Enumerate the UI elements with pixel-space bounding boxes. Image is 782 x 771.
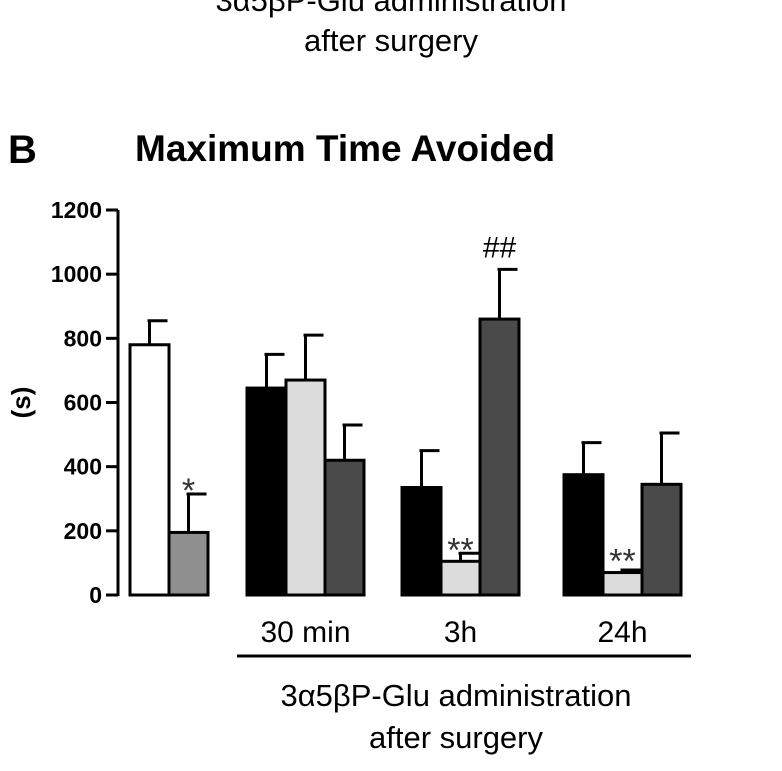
x-group-label-3: 24h — [597, 616, 647, 649]
bar-g1-b0 — [245, 386, 288, 597]
top-caption-line2: after surgery — [303, 23, 478, 58]
annotation-g2-b2: ## — [483, 231, 517, 264]
y-tick-label-200: 200 — [64, 518, 102, 544]
y-axis-label: (s) — [6, 387, 36, 419]
annotation-g2-b1: ** — [447, 531, 473, 569]
chart-title: Maximum Time Avoided — [135, 128, 556, 169]
panel-letter: B — [8, 128, 37, 172]
y-tick-label-400: 400 — [64, 454, 102, 480]
x-axis-label-line1: 3α5βP-Glu administration — [280, 678, 631, 713]
bar-g3-b0 — [562, 473, 605, 597]
annotation-g0-b1: * — [182, 472, 195, 510]
y-tick-label-1200: 1200 — [51, 197, 102, 223]
top-caption-line1: 3α5βP-Glu administration — [215, 0, 567, 18]
x-group-label-1: 30 min — [260, 616, 350, 649]
bar-g2-b0 — [400, 486, 443, 597]
y-tick-label-0: 0 — [89, 582, 102, 608]
y-tick-label-600: 600 — [64, 390, 102, 416]
bar-g2-b2 — [478, 317, 521, 597]
y-tick-label-1000: 1000 — [51, 261, 102, 287]
x-group-label-2: 3h — [444, 616, 477, 649]
x-axis-label-line2: after surgery — [369, 720, 544, 755]
bar-g0-b0 — [128, 343, 171, 597]
bar-g1-b1 — [284, 378, 327, 597]
bar-g2-b1 — [439, 559, 482, 597]
annotation-g3-b1: ** — [609, 543, 635, 581]
bar-g1-b2 — [323, 458, 366, 597]
y-tick-label-800: 800 — [64, 325, 102, 351]
bar-g0-b1 — [167, 530, 210, 597]
bar-g3-b2 — [640, 482, 683, 597]
